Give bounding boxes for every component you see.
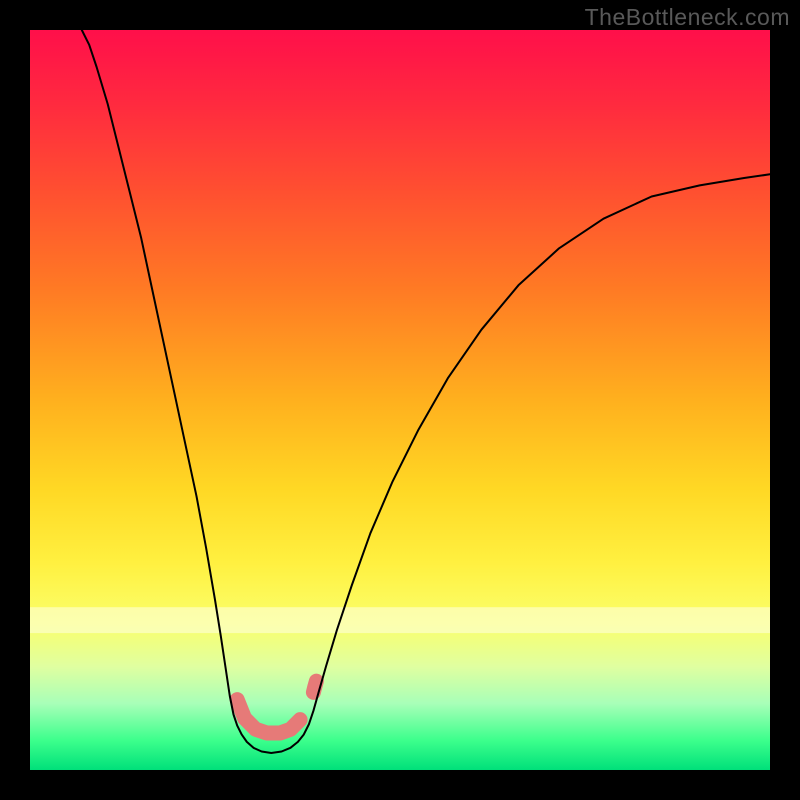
- watermark-text: TheBottleneck.com: [585, 4, 790, 31]
- chart-svg: [0, 0, 800, 800]
- highlight-marker-segment: [313, 681, 316, 692]
- plot-area: [30, 30, 770, 770]
- plot-background-gradient: [30, 30, 770, 770]
- bottleneck-chart-root: TheBottleneck.com: [0, 0, 800, 800]
- plot-mid-highlight-band: [30, 607, 770, 633]
